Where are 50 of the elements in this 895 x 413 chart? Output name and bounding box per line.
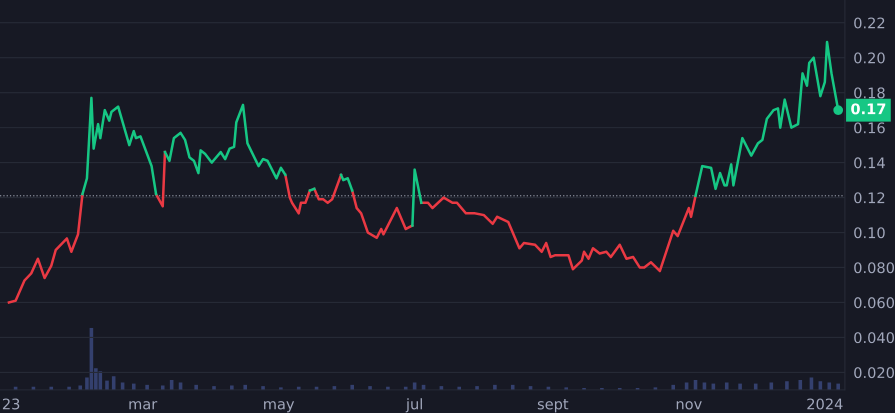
bar: [412, 382, 416, 390]
bar: [132, 384, 136, 390]
bar: [724, 382, 729, 390]
x-tick-label: mar: [129, 401, 158, 410]
annotation: 0.17: [851, 103, 886, 114]
bar: [827, 382, 832, 390]
bar: [798, 380, 802, 390]
bar: [120, 382, 124, 390]
bar: [368, 386, 372, 390]
bar: [836, 384, 840, 390]
y-tick-label: 0.22: [854, 17, 884, 28]
y-tick-label: 0.060: [854, 297, 894, 308]
bar: [712, 384, 716, 390]
bar: [475, 386, 479, 390]
x-tick-label: nov: [676, 401, 702, 410]
y-tick-label: 0.080: [854, 262, 894, 274]
y-tick-label: 0.14: [854, 157, 885, 168]
x-tick-label: sept: [538, 399, 568, 412]
bar: [112, 376, 116, 390]
bar: [738, 384, 742, 390]
bar: [160, 386, 165, 390]
x-tick-label: jul: [406, 398, 422, 412]
bar: [212, 386, 216, 390]
bar: [440, 386, 444, 390]
bar: [78, 386, 82, 390]
bar: [694, 380, 698, 390]
y-tick-label: 0.12: [854, 192, 884, 204]
bar: [770, 382, 774, 390]
y-tick-label: 0.20: [854, 52, 885, 64]
bar: [528, 386, 532, 390]
bar: [785, 381, 789, 390]
y-tick-label: 0.020: [854, 367, 894, 378]
bar: [261, 386, 265, 390]
bar: [178, 382, 182, 390]
x-tick-label: 23: [2, 398, 20, 410]
x-tick-label: may: [264, 401, 294, 412]
x-tick-label: 2024: [807, 398, 843, 410]
bar: [332, 386, 336, 390]
y-tick-label: 0.16: [854, 122, 885, 134]
y-tick-label: 0.040: [854, 332, 894, 344]
bar: [810, 377, 814, 390]
bar: [754, 384, 758, 390]
bar: [105, 380, 109, 390]
bar: [702, 382, 706, 390]
bar: [170, 380, 174, 390]
y-tick-label: 0.10: [854, 227, 885, 238]
bar: [684, 382, 688, 390]
bar: [818, 381, 822, 390]
y-tick-label: 0.18: [854, 87, 885, 98]
bar: [230, 386, 234, 390]
